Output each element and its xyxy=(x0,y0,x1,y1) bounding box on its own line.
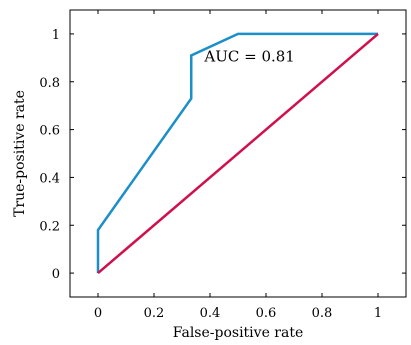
x-tick-label: 0.4 xyxy=(200,306,221,321)
x-tick-label: 0.8 xyxy=(312,306,333,321)
x-tick-label: 0 xyxy=(94,306,102,321)
y-axis-label: True-positive rate xyxy=(12,90,28,217)
y-tick-label: 1 xyxy=(52,28,60,43)
y-tick-label: 0.8 xyxy=(39,76,60,91)
x-tick-label: 0.2 xyxy=(144,306,165,321)
axes-frame xyxy=(69,9,407,298)
y-tick-label: 0.4 xyxy=(39,171,60,186)
y-tick-label: 0.2 xyxy=(39,219,60,234)
series-lines xyxy=(96,32,379,275)
plot-frame xyxy=(69,9,407,298)
x-tick-label: 1 xyxy=(374,306,382,321)
y-tick-label: 0.6 xyxy=(39,124,60,139)
x-axis-label: False-positive rate xyxy=(173,325,304,341)
roc-curve-line xyxy=(96,32,378,274)
x-tick-label: 0.6 xyxy=(256,306,277,321)
auc-annotation: AUC = 0.81 xyxy=(203,47,294,65)
y-tick-label: 0 xyxy=(52,267,60,282)
ticks: 0 0.2 0.4 0.6 0.8 1 0 0.2 0.4 0.6 0.8 1 xyxy=(39,10,406,321)
diagonal-reference-line xyxy=(97,32,379,275)
chart-labels: False-positive rate True-positive rate AUC… xyxy=(12,47,303,341)
